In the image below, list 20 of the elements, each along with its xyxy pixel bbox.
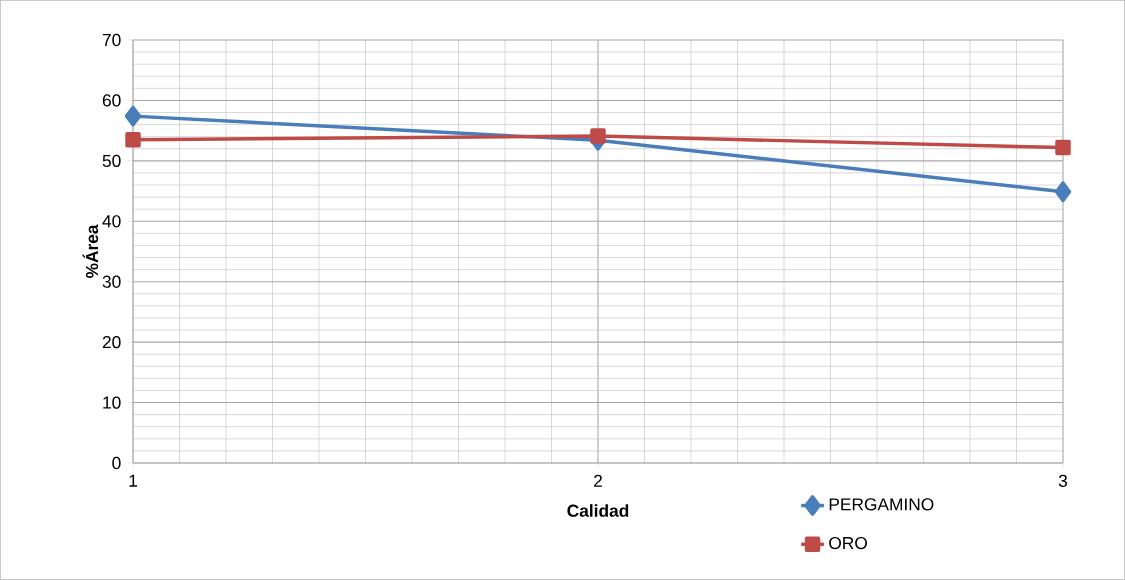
point (124, 105, 142, 127)
y-tick-label: 50 (102, 154, 121, 167)
y-tick-label: 10 (103, 396, 121, 409)
point (1054, 181, 1072, 203)
x-tick-label: 1 (129, 474, 137, 487)
point (125, 131, 141, 148)
y-tick-label: 20 (102, 335, 121, 349)
point (590, 128, 606, 144)
x-tick-label: 2 (594, 474, 602, 487)
y-tick-label: 60 (102, 94, 121, 107)
legend-label: ORO (829, 536, 867, 550)
x-axis-title: Calidad (567, 504, 629, 517)
y-tick-label: 70 (102, 33, 121, 47)
y-tick-label: 0 (112, 456, 121, 470)
y-tick-label: 40 (102, 215, 121, 228)
x-tick-label: 3 (1058, 474, 1068, 487)
point (1055, 139, 1071, 156)
y-axis-title: %Área (82, 224, 99, 279)
y-tick-label: 30 (102, 275, 121, 288)
legend-label: PERGAMINO (829, 498, 934, 511)
